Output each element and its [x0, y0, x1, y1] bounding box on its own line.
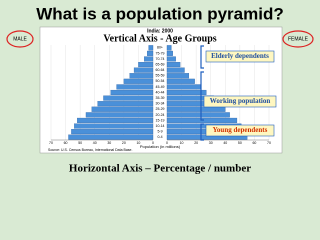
- bar: [166, 106, 226, 112]
- bar: [166, 84, 201, 90]
- age-label: 20-24: [156, 113, 165, 117]
- bar: [166, 67, 185, 73]
- male-circle: [6, 30, 34, 48]
- age-label: 80+: [157, 46, 163, 50]
- annotation: Working population: [210, 97, 271, 105]
- bar: [138, 62, 154, 68]
- age-label: 0-4: [157, 135, 162, 139]
- bar: [77, 117, 154, 123]
- annotations: Elderly dependents Working population Yo…: [200, 45, 277, 141]
- bar: [144, 56, 154, 62]
- age-label: 10-14: [156, 124, 165, 128]
- x-tick-label: 70: [267, 141, 271, 145]
- age-label: 60-64: [156, 68, 165, 72]
- x-tick-label: 10: [180, 141, 184, 145]
- female-circle: [282, 30, 314, 48]
- bracket: [200, 71, 204, 121]
- age-label: 45-49: [156, 85, 165, 89]
- bar: [166, 78, 195, 84]
- bar: [166, 73, 190, 79]
- x-axis-label: Population (in millions): [140, 144, 181, 149]
- x-tick-label: 30: [107, 141, 111, 145]
- age-label: 40-44: [156, 90, 165, 94]
- bar: [166, 45, 172, 51]
- bar: [123, 78, 154, 84]
- bar: [147, 50, 154, 56]
- bracket: [200, 45, 204, 69]
- bar: [166, 62, 181, 68]
- age-label: 50-54: [156, 79, 165, 83]
- x-tick-label: 40: [93, 141, 97, 145]
- x-tick-label: 50: [238, 141, 242, 145]
- slide: What is a population pyramid? MALE FEMAL…: [6, 4, 314, 175]
- x-tick-label: 20: [194, 141, 198, 145]
- bar: [148, 45, 154, 51]
- bar: [166, 56, 176, 62]
- age-label: 55-59: [156, 74, 165, 78]
- age-label: 70-74: [156, 57, 165, 61]
- bar: [85, 112, 154, 118]
- bar: [133, 67, 154, 73]
- bracket: [200, 123, 204, 141]
- x-tick-label: 50: [78, 141, 82, 145]
- x-tick-label: 60: [64, 141, 68, 145]
- x-tick-label: 10: [136, 141, 140, 145]
- bar: [71, 129, 154, 135]
- chart-subtitle: Vertical Axis - Age Groups: [103, 33, 216, 44]
- source-note: Source: U.S. Census Bureau, Internationa…: [48, 148, 132, 152]
- x-tick-label: 20: [122, 141, 126, 145]
- annotation-box: [203, 95, 277, 108]
- bar: [110, 89, 154, 96]
- annotation: Young dependents: [213, 126, 268, 134]
- slide-title: What is a population pyramid?: [36, 4, 283, 23]
- age-label: 25-29: [156, 107, 165, 111]
- age-label: 5-9: [157, 130, 162, 134]
- bar: [68, 134, 154, 140]
- bar: [166, 89, 207, 96]
- bar: [166, 50, 173, 56]
- x-tick-label: 0: [166, 141, 168, 145]
- bar: [74, 123, 154, 129]
- female-label: FEMALE: [288, 36, 309, 42]
- x-tick-label: 0: [152, 141, 154, 145]
- bar: [116, 84, 154, 90]
- chart-title: India: 2000: [147, 28, 173, 34]
- x-tick-label: 70: [49, 141, 53, 145]
- annotation-box: [205, 124, 275, 137]
- bar: [129, 73, 154, 79]
- slide-footer: Horizontal Axis – Percentage / number: [69, 163, 251, 175]
- male-label: MALE: [13, 36, 27, 42]
- bar: [103, 95, 154, 101]
- bar: [166, 112, 230, 118]
- annotation-box: [205, 50, 275, 63]
- x-tick-label: 30: [209, 141, 213, 145]
- x-tick-label: 60: [252, 141, 256, 145]
- bar: [97, 101, 154, 107]
- age-label: 30-34: [156, 102, 165, 106]
- age-label: 75-79: [156, 51, 165, 55]
- age-label: 15-19: [156, 118, 165, 122]
- age-label: 35-39: [156, 96, 165, 100]
- x-tick-label: 40: [223, 141, 227, 145]
- age-label: 65-69: [156, 62, 165, 66]
- bar: [91, 106, 154, 112]
- annotation: Elderly dependents: [211, 52, 269, 60]
